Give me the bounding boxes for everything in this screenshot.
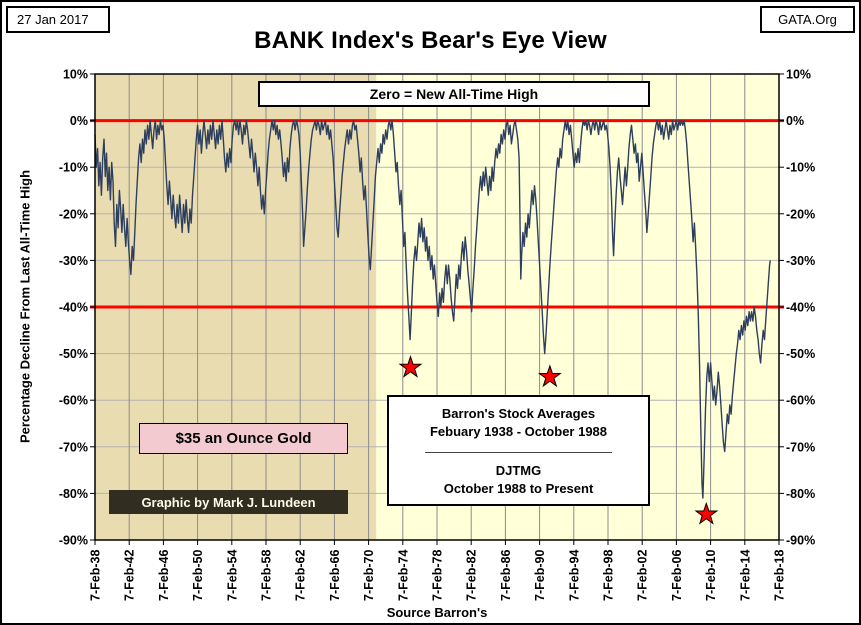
crash-star-icon	[537, 364, 562, 388]
info-line-2: Febuary 1938 - October 1988	[429, 424, 608, 439]
date-text: 27 Jan 2017	[17, 12, 89, 27]
y-tick-label-right: -70%	[786, 440, 815, 454]
x-tick-label: 7-Feb-82	[465, 550, 479, 601]
y-tick-label-right: -20%	[786, 207, 815, 221]
y-tick-label-left: 10%	[63, 68, 88, 82]
gold-era-label-box: $35 an Ounce Gold	[139, 423, 348, 454]
x-tick-label: 7-Feb-02	[636, 550, 650, 601]
y-tick-label-right: -30%	[786, 254, 815, 268]
x-tick-label: 7-Feb-90	[533, 550, 547, 601]
x-tick-label: 7-Feb-14	[738, 550, 752, 601]
y-tick-label-right: -10%	[786, 161, 815, 175]
crash-star-icon	[398, 355, 423, 378]
x-tick-label: 7-Feb-10	[704, 550, 718, 601]
bev-series-line	[94, 119, 771, 499]
y-tick-label-right: -80%	[786, 487, 815, 501]
x-tick-label: 7-Feb-74	[396, 550, 410, 601]
x-tick-label: 7-Feb-98	[602, 550, 616, 601]
x-tick-label: 7-Feb-58	[260, 550, 274, 601]
x-tick-label: 7-Feb-46	[157, 550, 171, 601]
y-tick-label-left: -60%	[59, 394, 88, 408]
info-line-1: Barron's Stock Averages	[441, 406, 596, 421]
info-line-4: October 1988 to Present	[443, 481, 594, 496]
zero-note-box: Zero = New All-Time High	[258, 81, 650, 107]
y-tick-label-right: 0%	[786, 114, 804, 128]
y-tick-label-left: -30%	[59, 254, 88, 268]
y-tick-label-left: -40%	[59, 301, 88, 315]
zero-note-text: Zero = New All-Time High	[369, 86, 539, 102]
y-tick-label-left: -20%	[59, 207, 88, 221]
y-tick-label-left: 0%	[70, 114, 88, 128]
x-tick-label: 7-Feb-54	[225, 550, 239, 601]
y-tick-label-left: -70%	[59, 440, 88, 454]
gata-org-box: GATA.Org	[760, 6, 855, 33]
x-tick-label: 7-Feb-50	[191, 550, 205, 601]
y-tick-label-left: -10%	[59, 161, 88, 175]
date-box: 27 Jan 2017	[6, 6, 110, 33]
y-tick-label-right: -60%	[786, 394, 815, 408]
y-tick-label-right: -90%	[786, 534, 815, 548]
y-tick-label-right: -50%	[786, 347, 815, 361]
x-axis-title: Source Barron's	[386, 605, 488, 620]
x-tick-label: 7-Feb-62	[294, 550, 308, 601]
credit-box: Graphic by Mark J. Lundeen	[109, 490, 348, 514]
gata-org-text: GATA.Org	[778, 12, 837, 27]
y-tick-label-left: -90%	[59, 534, 88, 548]
info-line-3: DJTMG	[495, 463, 542, 478]
chart-title: BANK Index's Bear's Eye View	[254, 27, 607, 54]
x-tick-label: 7-Feb-94	[567, 550, 581, 601]
x-tick-label: 7-Feb-66	[328, 550, 342, 601]
y-tick-label-left: -80%	[59, 487, 88, 501]
y-tick-label-left: -50%	[59, 347, 88, 361]
info-divider	[425, 452, 612, 453]
y-tick-label-right: -40%	[786, 301, 815, 315]
credit-text: Graphic by Mark J. Lundeen	[141, 494, 316, 510]
y-tick-label-right: 10%	[786, 68, 811, 82]
gold-era-label: $35 an Ounce Gold	[175, 430, 312, 447]
x-tick-label: 7-Feb-38	[89, 550, 103, 601]
x-tick-label: 7-Feb-18	[773, 550, 787, 601]
series-info-box: Barron's Stock Averages Febuary 1938 - O…	[387, 395, 650, 506]
x-tick-label: 7-Feb-06	[670, 550, 684, 601]
x-tick-label: 7-Feb-70	[362, 550, 376, 601]
crash-star-icon	[694, 501, 719, 525]
x-tick-label: 7-Feb-86	[499, 550, 513, 601]
x-tick-label: 7-Feb-78	[431, 550, 445, 601]
x-tick-label: 7-Feb-42	[123, 550, 137, 601]
y-axis-title: Percentage Decline From Last All-Time Hi…	[17, 169, 33, 444]
